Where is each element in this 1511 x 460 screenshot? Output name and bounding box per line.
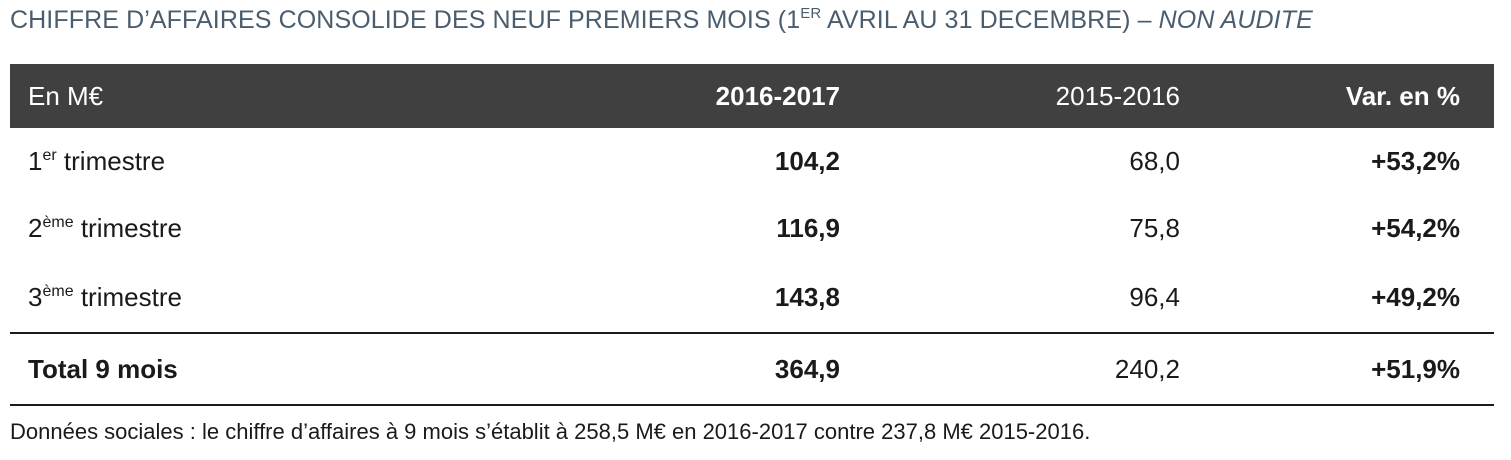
table-row: 3ème trimestre 143,8 96,4 +49,2%: [10, 263, 1494, 332]
row-label: 1er trimestre: [28, 145, 166, 176]
table-row: 2ème trimestre 116,9 75,8 +54,2%: [10, 194, 1494, 263]
row-current-value: 104,2: [774, 145, 840, 176]
total-label: Total 9 mois: [28, 353, 178, 384]
row-label: 3ème trimestre: [28, 282, 182, 312]
row-current-value: 116,9: [776, 213, 840, 243]
table-total-row: Total 9 mois 364,9 240,2 +51,9%: [10, 332, 1494, 406]
total-variation: +51,9%: [1371, 353, 1460, 384]
row-variation: +49,2%: [1371, 282, 1460, 312]
row-previous-value: 75,8: [1129, 213, 1180, 243]
title-prefix: CHIFFRE D’AFFAIRES CONSOLIDE DES NEUF PR…: [10, 6, 801, 34]
header-current-year: 2016-2017: [715, 80, 840, 111]
row-variation: +53,2%: [1371, 145, 1460, 176]
table-row: 1er trimestre 104,2 68,0 +53,2%: [10, 128, 1494, 194]
title-superscript: ER: [800, 5, 822, 22]
footnote: Données sociales : le chiffre d’affaires…: [10, 419, 1091, 444]
row-previous-value: 68,0: [1129, 145, 1180, 176]
revenue-table: En M€ 2016-2017 2015-2016 Var. en % 1er …: [10, 64, 1494, 406]
title-italic: NON AUDITE: [1158, 6, 1313, 34]
row-previous-value: 96,4: [1129, 282, 1180, 312]
header-unit: En M€: [28, 80, 104, 111]
row-current-value: 143,8: [774, 282, 840, 312]
row-label: 2ème trimestre: [28, 213, 182, 243]
total-previous-value: 240,2: [1114, 353, 1180, 384]
table-header: En M€ 2016-2017 2015-2016 Var. en %: [10, 64, 1494, 128]
total-current-value: 364,9: [774, 353, 840, 384]
page-title: CHIFFRE D’AFFAIRES CONSOLIDE DES NEUF PR…: [10, 6, 1313, 35]
header-variation: Var. en %: [1345, 80, 1460, 111]
header-previous-year: 2015-2016: [1055, 80, 1180, 111]
title-suffix: AVRIL AU 31 DECEMBRE) –: [821, 6, 1159, 34]
row-variation: +54,2%: [1371, 213, 1460, 243]
